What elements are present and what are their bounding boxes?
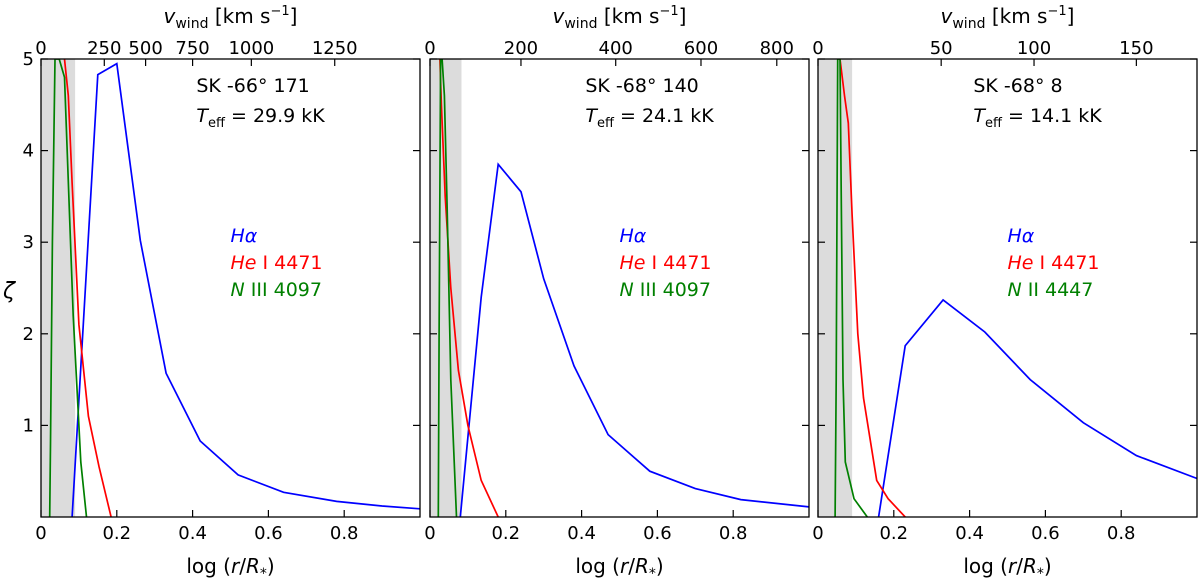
top-tick-label: 800 [760, 38, 794, 59]
x-tick-label: 0.2 [879, 523, 908, 544]
y-axis-label: ζ [2, 279, 16, 304]
star-name: SK -68° 8 [973, 75, 1062, 97]
x-tick-label: 0.4 [955, 523, 984, 544]
top-tick-label: 1000 [228, 38, 274, 59]
y-tick-label: 1 [23, 415, 34, 436]
x-tick-label: 0.4 [178, 523, 207, 544]
series-line-1 [877, 298, 1197, 517]
series-line-1 [71, 62, 420, 517]
y-tick-label: 5 [23, 49, 34, 70]
top-tick-label: 500 [128, 38, 162, 59]
top-axis-label: vwind [km s−1] [164, 4, 298, 32]
legend-entry-2: He I 4471 [620, 252, 712, 274]
panel-2: 0 0.2 0.4 0.6 0.8 0 200 400 600 800 vwind [km s−1]… [424, 4, 810, 579]
top-tick-label: 250 [87, 38, 121, 59]
x-tick-label: 0.2 [491, 523, 520, 544]
legend-entry-3: N III 4097 [231, 279, 322, 301]
top-tick-label: 0 [424, 38, 435, 59]
x-tick-label: 0 [35, 523, 46, 544]
y-tick-label: 3 [23, 232, 34, 253]
x-axis-label: log (r/R*) [963, 554, 1051, 579]
series-line-3 [437, 59, 458, 517]
x-tick-label: 0.8 [719, 523, 748, 544]
top-tick-label: 0 [35, 38, 46, 59]
top-tick-label: 0 [812, 38, 823, 59]
y-tick-label: 4 [23, 141, 34, 162]
top-tick-label: 600 [684, 38, 718, 59]
legend-entry-3: N III 4097 [620, 279, 711, 301]
series-line-2 [63, 59, 112, 517]
star-name: SK -66° 171 [196, 75, 309, 97]
legend-entry-1: Hα [1008, 225, 1035, 247]
top-tick-label: 1250 [312, 38, 358, 59]
x-axis-label: log (r/R*) [186, 554, 274, 579]
top-tick-label: 150 [1119, 38, 1153, 59]
top-tick-label: 50 [930, 38, 953, 59]
x-tick-label: 0.4 [567, 523, 596, 544]
top-axis-label: vwind [km s−1] [553, 4, 687, 32]
x-tick-label: 0 [812, 523, 823, 544]
x-tick-label: 0.8 [330, 523, 359, 544]
x-tick-label: 0 [424, 523, 435, 544]
teff-label: Teff = 24.1 kK [585, 105, 714, 131]
x-tick-label: 0.8 [1107, 523, 1136, 544]
axes-frame [817, 58, 1198, 518]
top-axis-label: vwind [km s−1] [941, 4, 1075, 32]
legend-entry-1: Hα [231, 225, 258, 247]
top-tick-label: 750 [175, 38, 209, 59]
x-tick-label: 0.6 [254, 523, 283, 544]
x-tick-label: 0.6 [643, 523, 672, 544]
top-tick-label: 100 [1017, 38, 1051, 59]
series-line-3 [834, 59, 868, 517]
x-tick-label: 0.2 [102, 523, 131, 544]
panel-3: 0 0.2 0.4 0.6 0.8 0 50 100 150 vwind [km s−1] log … [812, 4, 1198, 579]
axes-frame [429, 58, 810, 518]
y-tick-label: 2 [23, 324, 34, 345]
x-axis-label: log (r/R*) [575, 554, 663, 579]
legend-entry-2: He I 4471 [1008, 252, 1100, 274]
star-name: SK -68° 140 [585, 75, 698, 97]
legend-entry-2: He I 4471 [231, 252, 323, 274]
legend-entry-3: N II 4447 [1008, 279, 1094, 301]
teff-label: Teff = 14.1 kK [973, 105, 1102, 131]
series-line-3 [48, 59, 88, 517]
top-tick-label: 200 [504, 38, 538, 59]
series-line-2 [439, 59, 499, 517]
top-tick-label: 400 [599, 38, 633, 59]
series-line-1 [459, 162, 809, 517]
x-tick-label: 0.6 [1031, 523, 1060, 544]
teff-label: Teff = 29.9 kK [196, 105, 325, 131]
axes-frame [40, 58, 421, 518]
legend-entry-1: Hα [620, 225, 647, 247]
series-line-2 [839, 59, 906, 517]
